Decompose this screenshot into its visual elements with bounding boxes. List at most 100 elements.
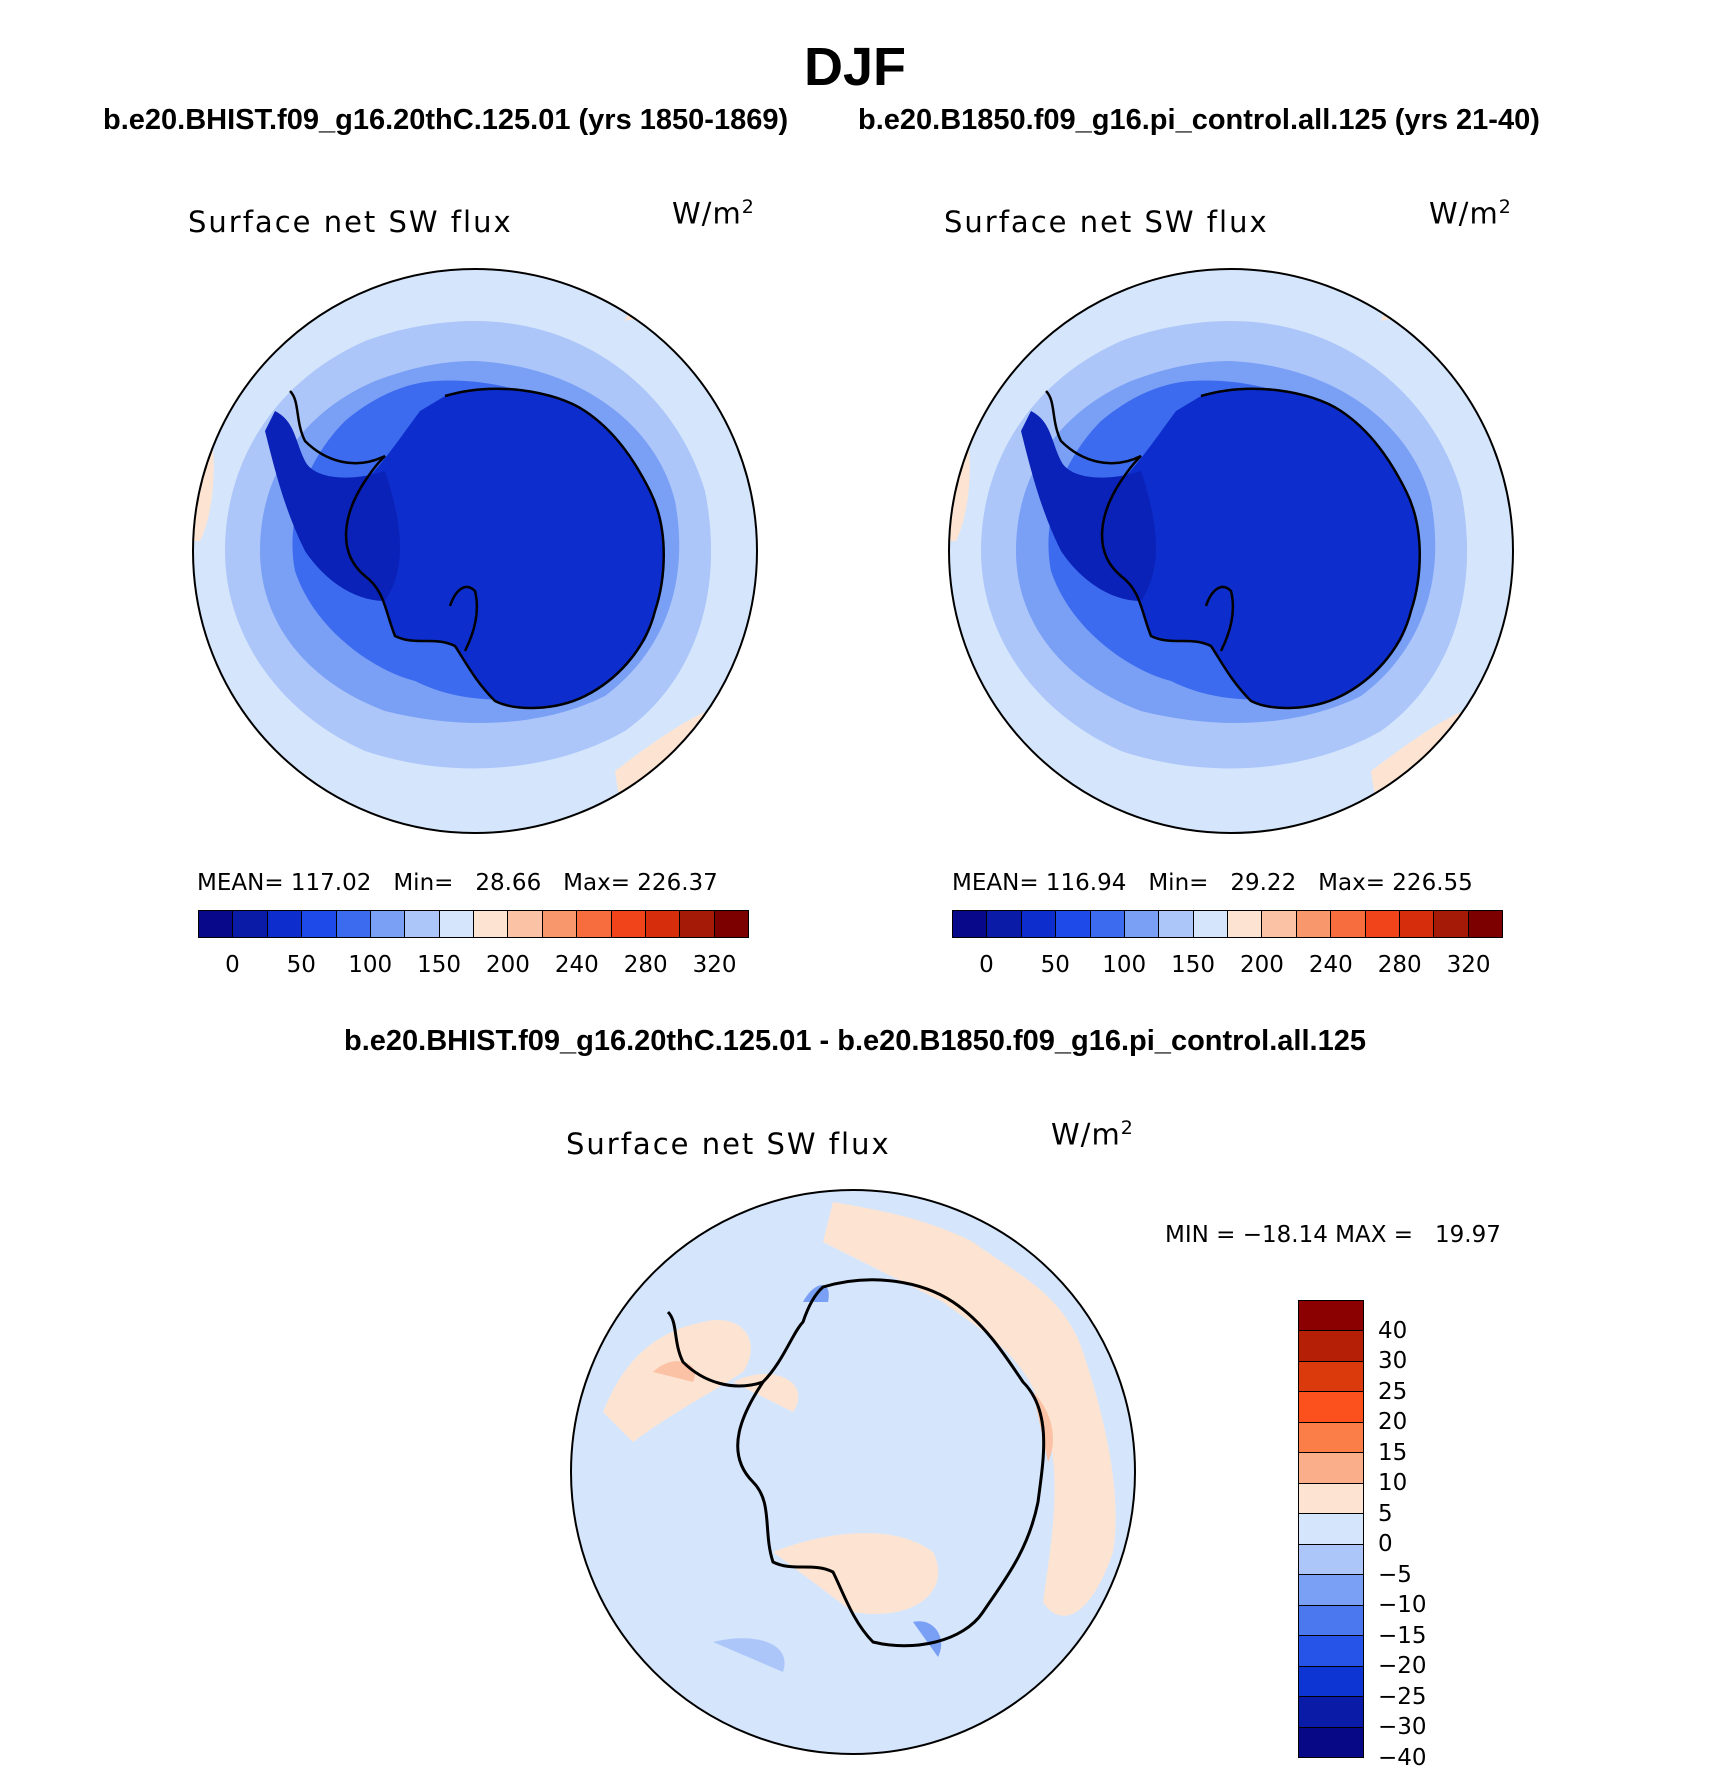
colorbar-tick-label: 240: [554, 952, 599, 978]
colorbar-tick-label: 200: [485, 952, 530, 978]
colorbar-tick-label: 30: [1378, 1348, 1408, 1375]
colorbar-tick-label: 50: [1040, 952, 1070, 978]
colorbar-segment: [1159, 911, 1194, 937]
colorbar-segment: [1299, 1361, 1363, 1393]
colorbar-segment: [405, 911, 440, 937]
colorbar-tick-label: 280: [1377, 952, 1422, 978]
colorbar-tick-label: 40: [1378, 1317, 1408, 1344]
diff-peninsula-coastline: [666, 1310, 764, 1388]
map-field-layer: [1045, 387, 1421, 710]
left-stats: MEAN= 117.02 Min= 28.66 Max= 226.37: [197, 870, 718, 896]
colorbar-segment: [542, 911, 578, 937]
colorbar-segment: [439, 911, 474, 937]
diff-units-label: W/m2: [1051, 1117, 1134, 1152]
colorbar-tick-label: 150: [1171, 952, 1216, 978]
right-panel-title: b.e20.B1850.f09_g16.pi_control.all.125 (…: [858, 104, 1540, 136]
colorbar-segment: [1299, 1331, 1363, 1362]
colorbar-segment: [611, 911, 646, 937]
colorbar-tick-label: 0: [979, 952, 994, 978]
colorbar-segment: [1262, 911, 1297, 937]
colorbar-tick-label: 15: [1378, 1439, 1408, 1466]
map-field-layer: [289, 387, 665, 710]
colorbar-segment: [1021, 911, 1057, 937]
colorbar-segment: [1228, 911, 1263, 937]
diff-panel-title: b.e20.BHIST.f09_g16.20thC.125.01 - b.e20…: [344, 1025, 1366, 1057]
left-units-label: W/m2: [672, 196, 755, 231]
colorbar-segment: [1299, 1483, 1363, 1515]
colorbar-tick-label: 10: [1378, 1470, 1408, 1497]
map-field-layer: [346, 388, 664, 708]
colorbar-segment: [267, 911, 303, 937]
colorbar-tick-label: −40: [1378, 1745, 1427, 1771]
diff-variable-label: Surface net SW flux: [566, 1127, 891, 1161]
colorbar-segment: [1299, 1453, 1363, 1484]
right-polar-map: [948, 268, 1514, 834]
colorbar-tick-label: 240: [1308, 952, 1353, 978]
diff-stats: MIN = −18.14 MAX = 19.97: [1165, 1222, 1501, 1248]
colorbar-tick-label: 5: [1378, 1500, 1393, 1527]
colorbar-tick-label: 100: [1102, 952, 1147, 978]
colorbar-segment: [1434, 911, 1469, 937]
colorbar-tick-label: −30: [1378, 1714, 1427, 1741]
right-colorbar: [952, 910, 1503, 938]
colorbar-tick-label: 20: [1378, 1409, 1408, 1436]
colorbar-segment: [1299, 1301, 1363, 1332]
left-panel-title: b.e20.BHIST.f09_g16.20thC.125.01 (yrs 18…: [103, 104, 789, 136]
colorbar-tick-label: −25: [1378, 1683, 1427, 1710]
map-field-layer: [448, 585, 479, 652]
diff-warm-region: [603, 1320, 751, 1442]
colorbar-segment: [1468, 911, 1502, 937]
diff-warm-spot: [653, 1361, 695, 1382]
colorbar-tick-label: 50: [286, 952, 316, 978]
right-stats: MEAN= 116.94 Min= 29.22 Max= 226.55: [952, 870, 1473, 896]
colorbar-tick-label: −15: [1378, 1622, 1427, 1649]
colorbar-segment: [1299, 1605, 1363, 1637]
colorbar-segment: [1299, 1666, 1363, 1698]
colorbar-segment: [302, 911, 337, 937]
colorbar-segment: [953, 911, 988, 937]
colorbar-segment: [1365, 911, 1400, 937]
colorbar-segment: [987, 911, 1022, 937]
colorbar-segment: [645, 911, 681, 937]
colorbar-segment: [1299, 1392, 1363, 1423]
colorbar-segment: [1399, 911, 1435, 937]
colorbar-segment: [336, 911, 371, 937]
colorbar-segment: [1299, 1575, 1363, 1606]
colorbar-tick-label: −10: [1378, 1592, 1427, 1619]
colorbar-tick-label: 25: [1378, 1378, 1408, 1405]
colorbar-segment: [1299, 1544, 1363, 1576]
left-colorbar: [198, 910, 749, 938]
colorbar-segment: [1299, 1422, 1363, 1454]
right-units-label: W/m2: [1429, 196, 1512, 231]
main-title: DJF: [803, 37, 906, 97]
diff-polar-map: [570, 1189, 1136, 1755]
map-field-layer: [1102, 388, 1420, 708]
diff-cool-spot: [913, 1621, 942, 1657]
diff-antarctica-coastline: [736, 1278, 1046, 1648]
colorbar-segment: [680, 911, 715, 937]
right-variable-label: Surface net SW flux: [944, 205, 1269, 239]
colorbar-segment: [714, 911, 748, 937]
diff-warm-region: [733, 1373, 799, 1412]
colorbar-segment: [1299, 1636, 1363, 1667]
colorbar-segment: [199, 911, 234, 937]
colorbar-tick-label: 0: [225, 952, 240, 978]
colorbar-tick-label: 100: [348, 952, 393, 978]
diff-colorbar: [1298, 1300, 1364, 1758]
colorbar-segment: [1056, 911, 1091, 937]
colorbar-tick-label: 150: [417, 952, 462, 978]
colorbar-segment: [508, 911, 543, 937]
left-variable-label: Surface net SW flux: [188, 205, 513, 239]
colorbar-tick-label: −5: [1378, 1561, 1412, 1588]
map-field-layer: [265, 411, 400, 601]
colorbar-segment: [474, 911, 509, 937]
colorbar-tick-label: −20: [1378, 1653, 1427, 1680]
colorbar-segment: [370, 911, 406, 937]
colorbar-tick-label: 280: [623, 952, 668, 978]
colorbar-segment: [1331, 911, 1366, 937]
colorbar-tick-label: 320: [692, 952, 737, 978]
colorbar-segment: [577, 911, 612, 937]
colorbar-tick-label: 200: [1239, 952, 1284, 978]
colorbar-tick-label: 320: [1446, 952, 1491, 978]
colorbar-segment: [1193, 911, 1228, 937]
